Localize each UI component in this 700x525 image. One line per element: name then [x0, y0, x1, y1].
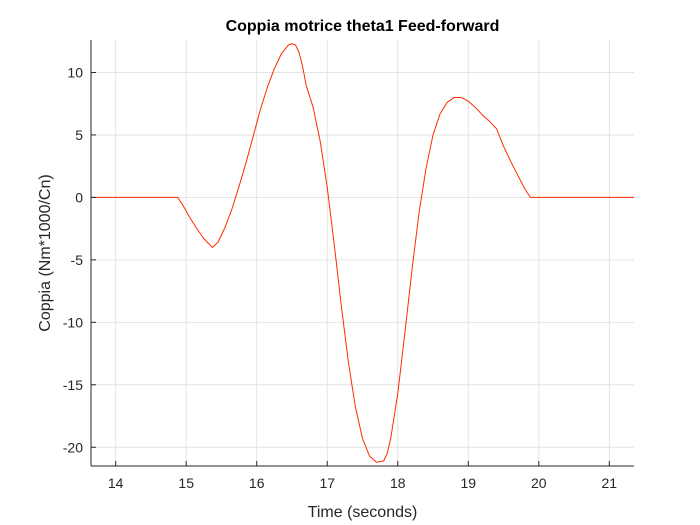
chart-title: Coppia motrice theta1 Feed-forward: [226, 18, 500, 35]
y-axis-label: Coppia (Nm*1000/Cn): [37, 174, 54, 331]
x-tick-label: 16: [249, 475, 265, 491]
y-tick-label: 10: [67, 64, 83, 80]
x-tick-label: 18: [390, 475, 406, 491]
x-tick-label: 15: [178, 475, 194, 491]
plot-area: [91, 40, 634, 466]
x-tick-label: 21: [602, 475, 618, 491]
x-tick-label: 20: [531, 475, 547, 491]
y-tick-label: 0: [75, 189, 83, 205]
y-tick-label: -15: [63, 377, 83, 393]
series-group: [91, 43, 634, 463]
y-tick-label: -10: [63, 314, 83, 330]
x-tick-label: 17: [319, 475, 335, 491]
x-tick-label: 14: [108, 475, 124, 491]
x-axis-label: Time (seconds): [308, 504, 418, 521]
series-line: [91, 43, 634, 463]
axes: [90, 40, 634, 467]
x-tick-label: 19: [460, 475, 476, 491]
y-tick-label: -5: [71, 252, 84, 268]
y-tick-label: -20: [63, 439, 83, 455]
tick-labels: 14 15 16 17 18 19 20 21 10 5 0 -5 -10 -15 -20: [63, 64, 618, 491]
y-tick-label: 5: [75, 127, 83, 143]
